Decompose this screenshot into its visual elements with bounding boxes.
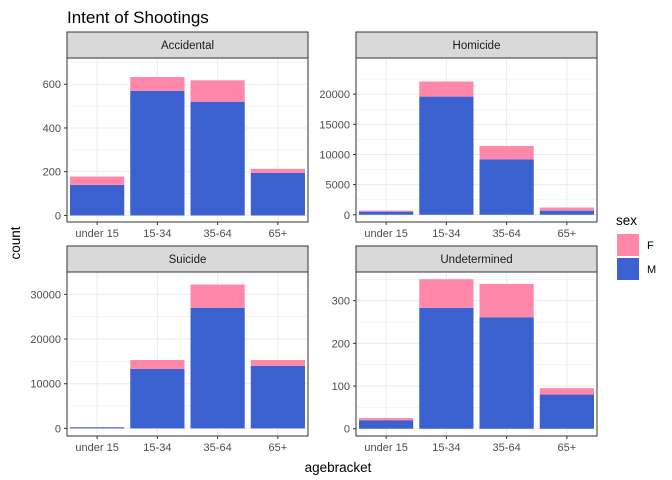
chart-title: Intent of Shootings: [67, 8, 209, 27]
bar-m: [359, 211, 414, 215]
bar-m: [479, 159, 534, 215]
bar-m: [190, 307, 245, 429]
bar-f: [539, 388, 594, 395]
x-tick-label: 65+: [269, 228, 288, 240]
x-tick-label: 35-64: [204, 442, 232, 454]
bar-f: [359, 210, 414, 212]
bar-m: [539, 394, 594, 429]
facet-label: Suicide: [169, 254, 207, 266]
y-tick-label: 0: [55, 423, 61, 435]
y-tick-label: 600: [43, 79, 61, 91]
bar-f: [130, 77, 185, 91]
legend: sex FM: [616, 213, 656, 280]
y-tick-label: 15000: [319, 119, 350, 131]
x-tick-label: 15-34: [143, 442, 171, 454]
bar-f: [190, 284, 245, 308]
x-tick-label: under 15: [75, 228, 118, 240]
panel-border: [355, 57, 598, 223]
legend-key-m: [617, 258, 639, 280]
x-tick-label: 65+: [558, 228, 577, 240]
x-tick-label: 35-64: [493, 442, 521, 454]
bar-f: [419, 81, 474, 97]
facet-strip: [66, 245, 309, 273]
panel-accidental: Accidental 0 200 400 600 under 15 15-34 35-64 65…: [43, 31, 309, 240]
bar-m: [190, 101, 245, 216]
facet-panels: Accidental 0 200 400 600 under 15 15-34 35-64 65…: [30, 31, 598, 454]
panel-undetermined: Undetermined 0 100 200 300 under 15 15-34 35-64…: [332, 245, 598, 454]
bar-m: [419, 307, 474, 429]
y-tick-label: 200: [332, 338, 350, 350]
y-tick-label: 20000: [30, 334, 61, 346]
y-axis-title: count: [8, 226, 23, 259]
facet-label: Accidental: [161, 40, 214, 52]
legend-key-f: [617, 234, 639, 256]
bar-m: [250, 172, 305, 216]
bar-m: [130, 90, 185, 216]
bar-f: [419, 279, 474, 308]
x-tick-label: under 15: [364, 228, 407, 240]
panel-border: [66, 271, 309, 437]
facet-strip: [66, 31, 309, 59]
facet-strip: [355, 31, 598, 59]
panel-suicide: Suicide 0 10000 20000 30000 under 15 15-34 35-6…: [30, 245, 309, 454]
bar-f: [250, 360, 305, 366]
facet-label: Homicide: [453, 40, 501, 52]
y-tick-label: 0: [55, 210, 61, 222]
x-tick-label: 35-64: [204, 228, 232, 240]
bar-f: [539, 207, 594, 211]
bar-m: [359, 420, 414, 429]
x-tick-label: under 15: [364, 442, 407, 454]
y-tick-label: 400: [43, 123, 61, 135]
x-tick-label: under 15: [75, 442, 118, 454]
y-tick-label: 100: [332, 381, 350, 393]
y-tick-label: 30000: [30, 289, 61, 301]
panel-homicide: Homicide 0 5000 10000 15000 20000 under 15 15-3…: [319, 31, 598, 240]
x-axis-title: agebracket: [305, 460, 372, 475]
x-tick-label: 15-34: [143, 228, 171, 240]
bar-f: [190, 80, 245, 102]
x-tick-label: 35-64: [493, 228, 521, 240]
panel-background: [356, 58, 597, 222]
bar-f: [479, 146, 534, 160]
bar-m: [70, 184, 125, 216]
bar-m: [479, 317, 534, 429]
y-tick-label: 200: [43, 167, 61, 179]
x-tick-label: 65+: [269, 442, 288, 454]
x-tick-label: 65+: [558, 442, 577, 454]
bar-f: [479, 283, 534, 318]
bar-f: [359, 418, 414, 421]
x-tick-label: 15-34: [432, 228, 460, 240]
bar-f: [130, 360, 185, 369]
panel-border: [66, 57, 309, 223]
bar-m: [539, 210, 594, 215]
x-tick-label: 15-34: [432, 442, 460, 454]
panel-border: [355, 271, 598, 437]
bar-f: [250, 168, 305, 173]
y-tick-label: 0: [344, 424, 350, 436]
legend-label-m: M: [647, 264, 656, 276]
bar-f: [70, 176, 125, 185]
legend-title: sex: [616, 213, 637, 228]
facet-label: Undetermined: [440, 254, 512, 266]
y-tick-label: 5000: [326, 180, 350, 192]
bar-m: [70, 427, 125, 429]
y-tick-label: 10000: [30, 379, 61, 391]
y-tick-label: 10000: [319, 149, 350, 161]
bar-m: [419, 96, 474, 215]
y-tick-label: 0: [344, 210, 350, 222]
y-tick-label: 300: [332, 296, 350, 308]
bar-m: [250, 365, 305, 429]
legend-label-f: F: [647, 240, 654, 252]
facet-strip: [355, 245, 598, 273]
bar-m: [130, 368, 185, 429]
y-tick-label: 20000: [319, 89, 350, 101]
